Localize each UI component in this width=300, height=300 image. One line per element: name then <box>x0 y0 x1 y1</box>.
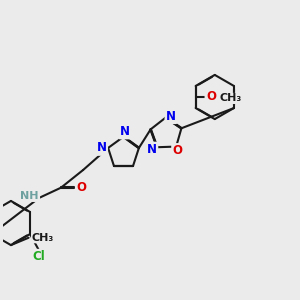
Text: O: O <box>77 181 87 194</box>
Text: NH: NH <box>20 190 39 201</box>
Text: N: N <box>97 141 106 154</box>
Text: CH₃: CH₃ <box>220 94 242 103</box>
Text: O: O <box>172 145 183 158</box>
Text: N: N <box>166 110 176 123</box>
Text: N: N <box>120 125 130 138</box>
Text: CH₃: CH₃ <box>32 233 54 243</box>
Text: N: N <box>147 143 157 156</box>
Text: Cl: Cl <box>32 250 45 263</box>
Text: O: O <box>206 91 216 103</box>
